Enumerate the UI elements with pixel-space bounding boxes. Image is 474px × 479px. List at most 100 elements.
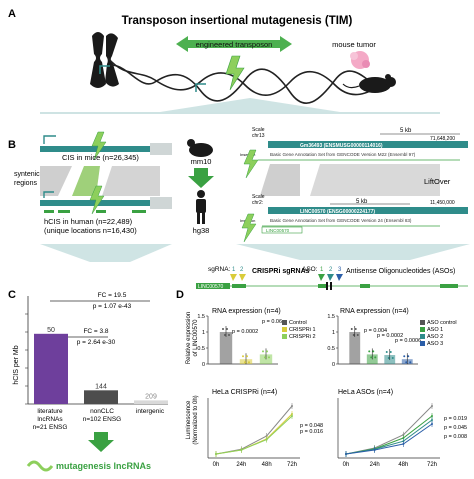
d-line-point <box>373 449 376 451</box>
d-bar-point <box>407 355 410 358</box>
p-crispri-2: p = 0.06 <box>262 319 282 325</box>
c-cat-1c: n=21 ENSG <box>33 424 68 431</box>
synteny-block-green <box>72 166 100 196</box>
d-ylabel-lum-2: (Normalized to 0h) <box>193 395 199 444</box>
hcis-human-label: hCIS in human (n=22,489) <box>44 217 133 226</box>
d-legend-label: CRISPRi 2 <box>289 334 316 340</box>
d-bar-ytick-label: 0.5 <box>327 346 335 352</box>
hs-gene-track <box>268 207 468 214</box>
d-bar-point <box>352 334 355 336</box>
gene-tag-box <box>196 283 230 289</box>
human-locus-end <box>150 197 172 209</box>
d-bar-point <box>405 361 408 364</box>
dna-helix <box>107 57 381 104</box>
regions-label: regions <box>14 180 37 187</box>
p-aso-3: p = 0.0006 <box>395 338 421 344</box>
aso1-label: 1 <box>320 267 324 273</box>
hs-coord: 11,450,000 <box>430 200 455 206</box>
mm10-label: mm10 <box>191 157 212 166</box>
panel-d-letter: D <box>176 289 184 301</box>
aso3-label: 3 <box>338 267 342 273</box>
d-line-xtick-label: 24h <box>370 462 380 468</box>
hs-gene-name: LINC00570 (ENSG00000224177) <box>300 209 375 215</box>
d-legend-label: CRISPRi 1 <box>289 327 316 333</box>
aso2-marker <box>327 274 334 281</box>
d-bar <box>349 332 361 364</box>
d-bar <box>219 332 233 364</box>
insertion-bolt-icon-b4 <box>241 213 257 243</box>
d-bar-point <box>385 351 388 354</box>
c-cat-3: intergenic <box>136 408 165 415</box>
d-bar-point <box>246 355 248 358</box>
d-bar-point <box>248 361 250 364</box>
d-bar-point <box>228 334 230 336</box>
aso2-label: 2 <box>329 267 333 273</box>
c-bar-value-label: 50 <box>47 327 55 334</box>
tumor-icon <box>350 51 370 69</box>
cis-mice-label: CIS in mice (n=26,345) <box>62 153 139 162</box>
d-ylabel-lum-1: Luminescence <box>186 400 192 439</box>
gene-tag: LINC00570 <box>198 284 224 290</box>
d-line-point <box>215 453 217 455</box>
d-line-xtick-label: 0h <box>213 462 220 468</box>
d-line-point <box>240 449 243 451</box>
mm-coord: 71,648,200 <box>430 136 455 142</box>
gp-2: p = 0.016 <box>300 429 323 435</box>
d-bar-point <box>409 361 412 364</box>
mouse-locus-end <box>150 143 172 155</box>
panel-b-letter: B <box>8 139 16 151</box>
d-bar-ytick-label: 1 <box>332 330 335 336</box>
fc2-label: FC = 3.8 <box>83 328 108 335</box>
d-line-point <box>431 405 433 407</box>
d-ylabel-rel-1: Relative expression <box>186 312 192 364</box>
d-line-xtick-label: 0h <box>343 462 350 468</box>
mutagenesis-label: mutagenesis lncRNAs <box>56 461 151 471</box>
crispri-title: CRISPRi sgRNAs <box>252 268 310 275</box>
d-bar-point <box>268 356 270 359</box>
c-bar-value-label: 209 <box>145 393 157 400</box>
d-bar-point <box>372 350 375 353</box>
d-bar-ytick-label: 0 <box>202 362 205 368</box>
engineered-transposon-arrow: engineered transposon <box>176 36 292 52</box>
d-legend-swatch <box>420 327 425 332</box>
d-bar-point <box>391 357 394 360</box>
gp-5: p = 0.008 <box>444 434 467 440</box>
insertion-bolt-icon <box>225 55 245 91</box>
d-bar-point <box>350 328 353 330</box>
syntenic-label: syntenic <box>14 171 40 178</box>
d-line-series <box>345 419 433 455</box>
d-bar-point <box>374 356 377 359</box>
d-line-xtick-label: 48h <box>262 462 272 468</box>
sg2-label: 2 <box>240 267 244 273</box>
p2-label: p = 2.64 e-30 <box>77 339 116 346</box>
liftover-label: LiftOver <box>424 177 451 186</box>
gp-4: p = 0.045 <box>444 425 467 431</box>
d-bar-point <box>226 328 228 330</box>
d-legend-swatch <box>282 327 287 332</box>
sg1-label: 1 <box>232 267 236 273</box>
d-line-series <box>215 405 293 455</box>
synteny-block-2 <box>102 166 160 196</box>
chr-label-2: chr2: <box>252 200 263 206</box>
insertion-bolt-icon-b2 <box>89 185 105 215</box>
human-icon-hg38 <box>196 190 206 224</box>
c-bars: 50 144 209 <box>34 327 168 404</box>
d-line-point <box>265 438 268 441</box>
transposon-label: engineered transposon <box>196 40 273 49</box>
mm-gene-name: Gm36493 (ENSMUSG00000114016) <box>300 143 383 149</box>
d-line-point <box>345 453 347 455</box>
tss-arrow-icon-3 <box>43 135 56 144</box>
d-bar-point <box>224 334 226 336</box>
d-legend-swatch <box>282 320 287 325</box>
kb-label-2: 5 kb <box>356 199 368 205</box>
aso1-marker <box>318 274 325 281</box>
c-ticks <box>25 313 28 405</box>
d-line-xtick-label: 24h <box>236 462 246 468</box>
d-bar-point <box>262 350 264 353</box>
basic-annotation-2: Basic Gene Annotation Set from GENCODE V… <box>270 218 412 223</box>
c-bar-value-label: 144 <box>95 383 107 390</box>
lncrna-squiggle-icon <box>26 460 54 472</box>
d-legend-label: ASO control <box>427 320 457 326</box>
d-line-point <box>291 405 293 407</box>
